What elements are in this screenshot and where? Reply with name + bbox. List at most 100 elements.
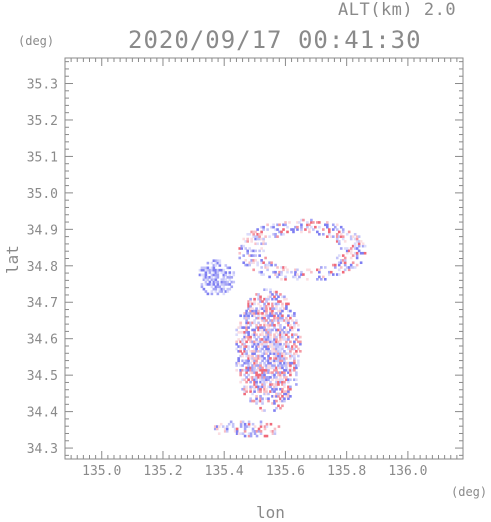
- echo-cell: [308, 223, 311, 227]
- echo-cell: [289, 347, 292, 351]
- echo-cell: [251, 366, 254, 370]
- echo-cell: [241, 432, 245, 435]
- echo-cell: [228, 275, 232, 279]
- echo-cell: [260, 270, 263, 274]
- echo-cell: [204, 268, 208, 272]
- echo-cell: [270, 263, 273, 267]
- echo-cell: [269, 309, 272, 313]
- echo-cell: [265, 352, 268, 355]
- echo-cell: [260, 242, 263, 246]
- echo-cell: [306, 278, 309, 281]
- echo-cell: [349, 256, 353, 260]
- echo-cell: [265, 359, 268, 363]
- echo-cell: [285, 333, 288, 337]
- echo-cell: [245, 390, 248, 393]
- echo-cell: [259, 295, 262, 299]
- echo-cell: [277, 350, 280, 353]
- echo-cell: [263, 387, 266, 391]
- echo-cell: [263, 390, 266, 393]
- echo-cell: [275, 319, 278, 322]
- echo-cell: [249, 397, 252, 400]
- echo-cell: [297, 335, 300, 339]
- echo-cell: [259, 338, 262, 341]
- echo-cell: [296, 268, 299, 272]
- echo-cell: [267, 345, 270, 348]
- echo-cell: [335, 240, 339, 243]
- echo-cell: [279, 340, 282, 344]
- echo-cell: [341, 235, 345, 238]
- echo-cell: [284, 266, 287, 269]
- echo-cell: [257, 354, 260, 358]
- echo-cell: [275, 378, 278, 382]
- echo-cell: [243, 352, 246, 355]
- echo-cell: [357, 244, 361, 248]
- echo-cell: [275, 366, 278, 370]
- echo-cell: [252, 232, 255, 236]
- echo-cell: [253, 297, 256, 301]
- echo-cell: [265, 323, 268, 327]
- echo-cell: [273, 361, 276, 365]
- echo-cell: [215, 427, 219, 431]
- echo-cell: [286, 230, 289, 234]
- echo-cell: [281, 373, 284, 377]
- echo-cell: [287, 395, 290, 398]
- echo-cell: [210, 292, 214, 296]
- echo-cell: [294, 273, 297, 276]
- echo-cell: [255, 347, 258, 351]
- echo-cell: [243, 373, 246, 377]
- echo-cell: [237, 357, 240, 360]
- echo-cell: [275, 345, 278, 348]
- echo-cell: [279, 309, 282, 313]
- echo-cell: [257, 302, 260, 306]
- echo-cell: [277, 404, 280, 408]
- echo-cell: [256, 242, 259, 246]
- echo-cell: [253, 319, 256, 322]
- echo-cell: [228, 266, 232, 270]
- echo-cell: [275, 385, 278, 389]
- echo-cell: [341, 261, 345, 265]
- echo-cell: [269, 350, 272, 353]
- echo-cell: [253, 302, 256, 306]
- echo-cell: [249, 434, 253, 438]
- echo-cell: [259, 366, 262, 370]
- echo-cell: [245, 368, 248, 372]
- echo-cell: [222, 268, 226, 272]
- echo-cell: [281, 352, 284, 355]
- echo-cell: [281, 399, 284, 403]
- echo-cell: [279, 331, 282, 334]
- echo-cell: [247, 420, 251, 424]
- echo-cell: [290, 270, 293, 274]
- echo-cell: [285, 364, 288, 367]
- echo-cell: [331, 273, 335, 276]
- echo-cell: [289, 340, 292, 344]
- echo-cell: [247, 432, 251, 435]
- echo-cell: [252, 254, 255, 257]
- echo-cell: [213, 425, 217, 428]
- echo-cell: [273, 385, 276, 389]
- echo-cell: [345, 232, 349, 236]
- echo-cell: [208, 271, 212, 274]
- echo-cell: [361, 242, 365, 246]
- echo-cell: [279, 378, 282, 382]
- echo-cell: [276, 223, 279, 227]
- echo-cell: [257, 430, 261, 433]
- echo-cell: [275, 387, 278, 391]
- echo-cell: [268, 235, 271, 238]
- echo-cell: [347, 249, 351, 253]
- echo-cell: [261, 328, 264, 332]
- echo-cell: [247, 338, 250, 341]
- echo-cell: [277, 321, 280, 325]
- echo-cell: [247, 300, 250, 303]
- echo-cell: [222, 283, 226, 286]
- echo-cell: [247, 335, 250, 339]
- echo-cell: [239, 364, 242, 367]
- echo-cell: [215, 425, 219, 428]
- echo-cell: [341, 228, 345, 231]
- echo-cell: [241, 368, 244, 372]
- echo-cell: [220, 283, 224, 286]
- echo-cell: [271, 312, 274, 315]
- echo-cell: [213, 427, 217, 431]
- echo-cell: [273, 399, 276, 403]
- echo-cell: [277, 359, 280, 363]
- echo-cell: [206, 275, 210, 279]
